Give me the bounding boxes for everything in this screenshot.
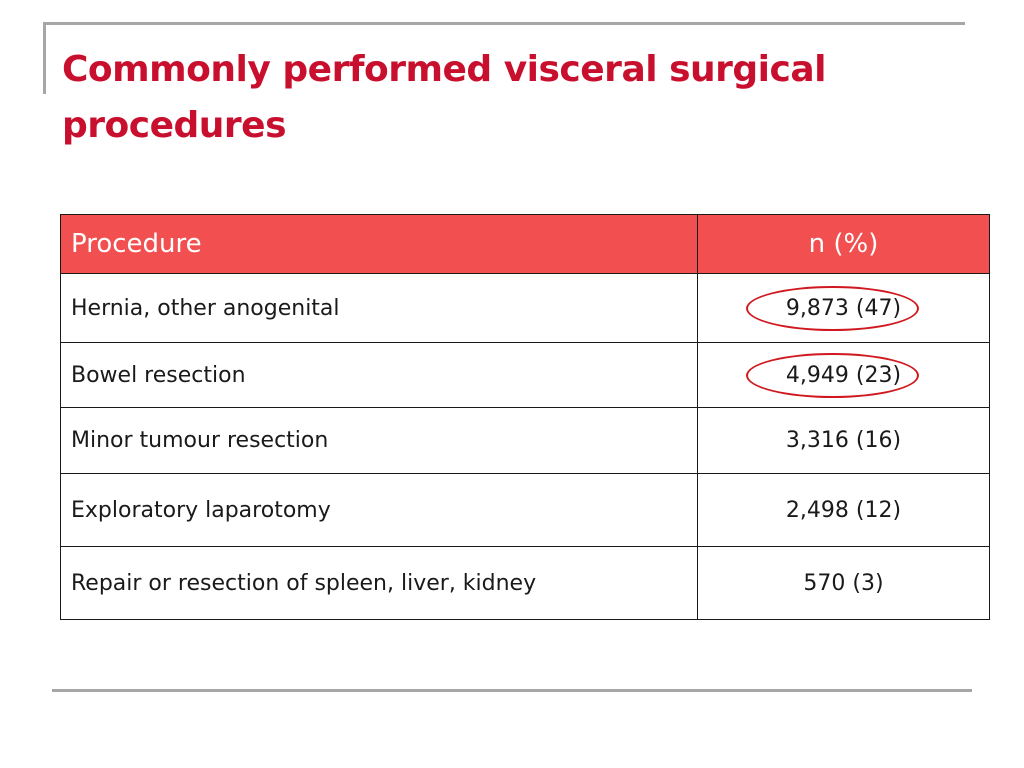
count-value: 570 (3) [803, 570, 884, 596]
table-header-row: Procedure n (%) [60, 214, 990, 274]
table-row: Bowel resection 4,949 (23) [60, 342, 990, 408]
procedure-cell: Minor tumour resection [60, 407, 698, 474]
header-procedure: Procedure [60, 214, 698, 274]
count-cell: 2,498 (12) [697, 473, 990, 547]
count-value: 4,949 (23) [785, 362, 902, 388]
procedure-cell: Bowel resection [60, 342, 698, 408]
count-value-wrap: 9,873 (47) [745, 285, 920, 331]
frame-bottom-line [52, 689, 972, 692]
procedures-table: Procedure n (%) Hernia, other anogenital… [60, 214, 990, 620]
count-value: 2,498 (12) [785, 497, 902, 523]
slide-title: Commonly performed visceral surgical pro… [62, 49, 827, 146]
count-value: 9,873 (47) [785, 295, 902, 321]
count-value: 3,316 (16) [785, 428, 902, 453]
count-cell: 9,873 (47) [697, 273, 990, 343]
count-cell: 570 (3) [697, 546, 990, 620]
frame-left-line [43, 22, 46, 94]
procedure-cell: Hernia, other anogenital [60, 273, 698, 343]
count-cell: 4,949 (23) [697, 342, 990, 408]
count-value-wrap: 4,949 (23) [745, 352, 920, 398]
table-row: Exploratory laparotomy 2,498 (12) [60, 473, 990, 547]
header-n-percent: n (%) [697, 214, 990, 274]
table-row: Minor tumour resection 3,316 (16) [60, 407, 990, 474]
count-cell: 3,316 (16) [697, 407, 990, 474]
frame-top-line [43, 22, 965, 25]
table-row: Hernia, other anogenital 9,873 (47) [60, 273, 990, 343]
procedure-cell: Exploratory laparotomy [60, 473, 698, 547]
procedure-cell: Repair or resection of spleen, liver, ki… [60, 546, 698, 620]
table-row: Repair or resection of spleen, liver, ki… [60, 546, 990, 620]
